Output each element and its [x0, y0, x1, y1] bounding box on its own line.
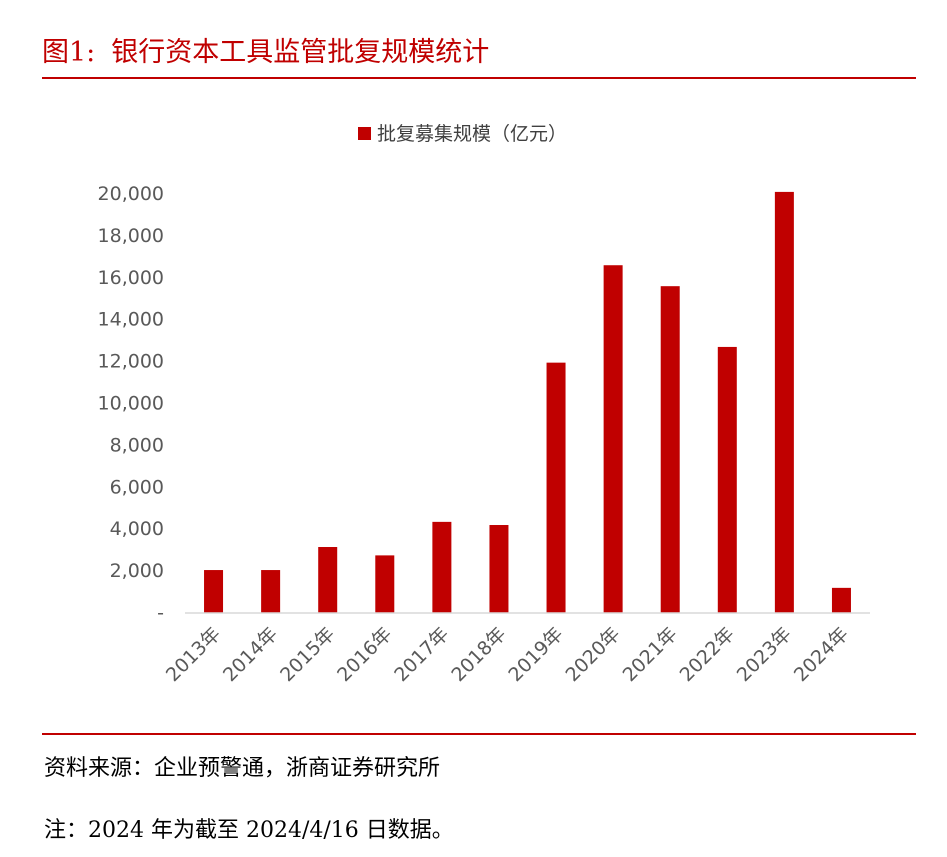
y-axis: - 2,000 4,000 6,000 8,000 10,000 12,000 14,000 1…	[98, 183, 164, 624]
bar	[831, 587, 851, 613]
bars	[204, 191, 851, 613]
y-tick-label: 6,000	[110, 476, 164, 498]
figure-number: 图1:	[42, 37, 96, 68]
legend-swatch	[358, 127, 371, 140]
top-divider	[42, 77, 916, 79]
x-tick-label: 2020年	[561, 623, 624, 686]
legend-label: 批复募集规模（亿元）	[377, 123, 567, 145]
bar	[603, 265, 623, 613]
bar	[375, 555, 395, 613]
figure-title-text: 银行资本工具监管批复规模统计	[111, 37, 490, 68]
x-tick-label: 2016年	[333, 623, 396, 686]
y-tick-label: 18,000	[98, 225, 164, 247]
x-tick-label: 2024年	[790, 623, 853, 686]
x-tick-label: 2015年	[276, 623, 339, 686]
bar-chart: 批复募集规模（亿元） - 2,000 4,000 6,000 8,000 10,000 12…	[98, 123, 870, 686]
x-axis: 2013年2014年2015年2016年2017年2018年2019年2020年…	[162, 623, 853, 686]
y-tick-label: 14,000	[98, 309, 164, 331]
x-tick-label: 2014年	[219, 623, 282, 686]
x-tick-label: 2018年	[447, 623, 510, 686]
y-tick-label: 4,000	[110, 518, 164, 540]
x-tick-label: 2023年	[733, 623, 796, 686]
bottom-divider	[42, 733, 916, 735]
x-tick-label: 2019年	[504, 623, 567, 686]
x-tick-label: 2017年	[390, 623, 453, 686]
footnote: 注：2024 年为截至 2024/4/16 日数据。	[44, 818, 454, 843]
y-tick-label: 16,000	[98, 267, 164, 289]
bar	[432, 521, 452, 613]
bar	[261, 570, 281, 613]
y-tick-label: 2,000	[110, 560, 164, 582]
y-tick-label: 20,000	[98, 183, 164, 205]
bar	[546, 362, 566, 613]
x-tick-label: 2021年	[619, 623, 682, 686]
bar	[660, 286, 680, 613]
y-tick-label: 8,000	[110, 434, 164, 456]
bar	[717, 346, 737, 613]
bar	[489, 525, 509, 613]
y-tick-label: 12,000	[98, 351, 164, 373]
x-tick-label: 2022年	[676, 623, 739, 686]
y-tick-label: -	[157, 602, 164, 624]
bar	[318, 547, 338, 613]
y-tick-label: 10,000	[98, 393, 164, 415]
x-tick-label: 2013年	[162, 623, 225, 686]
bar	[204, 570, 224, 613]
legend: 批复募集规模（亿元）	[358, 123, 567, 145]
source-note: 资料来源：企业预警通，浙商证券研究所	[44, 756, 441, 781]
figure-title: 图1: 银行资本工具监管批复规模统计	[42, 30, 489, 69]
bar	[774, 191, 794, 613]
